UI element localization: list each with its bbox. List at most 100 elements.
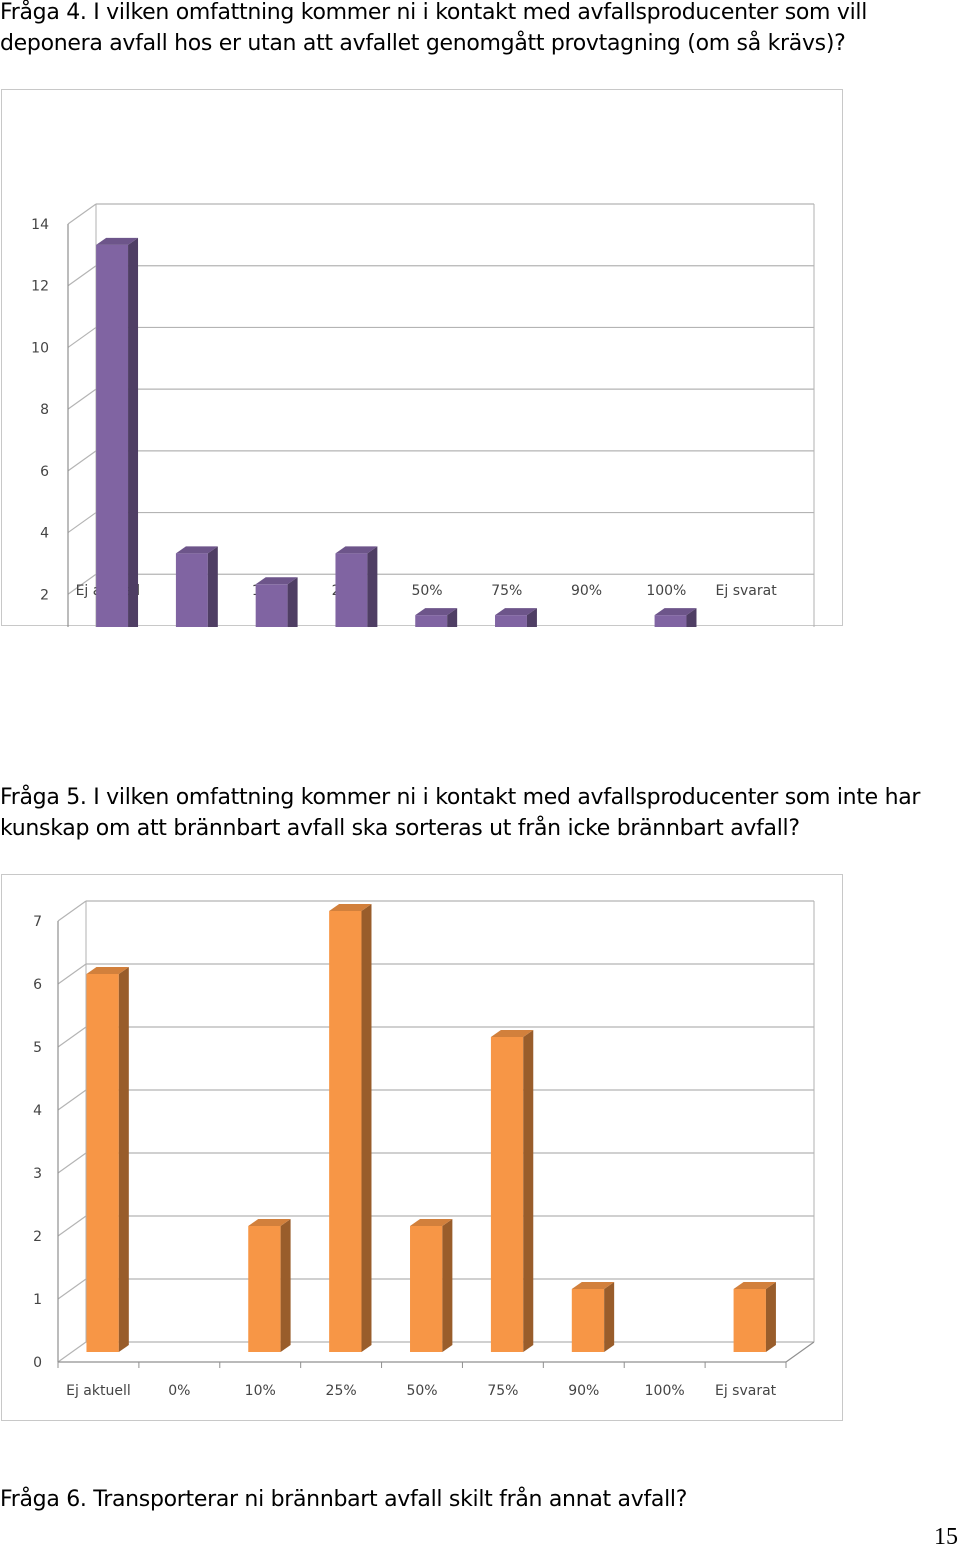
bar-side	[686, 608, 697, 627]
bar-top	[248, 1219, 291, 1226]
bar-side	[280, 1219, 291, 1352]
bar-front	[490, 1037, 524, 1352]
gridline-side	[57, 1089, 87, 1111]
bar-top	[335, 546, 378, 554]
bar	[495, 608, 537, 627]
x-category-label: 75%	[491, 583, 522, 599]
gridline-side	[67, 573, 97, 595]
gridline-side	[67, 388, 97, 410]
x-category-label: Ej svarat	[715, 1383, 777, 1399]
gridline-side	[67, 203, 97, 225]
y-tick-label: 6	[40, 464, 49, 480]
bar	[335, 546, 378, 627]
bar-top	[490, 1030, 534, 1037]
bar-top	[654, 608, 697, 616]
bar	[86, 967, 129, 1352]
x-category-label: 50%	[411, 583, 442, 599]
bar-top	[175, 546, 218, 554]
bar-side	[604, 1282, 615, 1352]
chart-plot: 02468101214Ej aktuell0%10%25%50%75%90%10…	[31, 203, 815, 627]
x-category-label: Ej svarat	[716, 583, 778, 599]
bar-front	[335, 553, 368, 627]
bar-side	[442, 1219, 453, 1352]
bar	[329, 904, 372, 1352]
y-tick-label: 7	[33, 914, 42, 930]
bar-front	[571, 1289, 605, 1352]
bar-front	[86, 974, 119, 1352]
x-category-label: 100%	[645, 1383, 685, 1399]
y-tick-label: 2	[33, 1229, 42, 1245]
gridline-side	[57, 1341, 87, 1363]
bar-top	[96, 237, 139, 245]
gridline-side	[57, 1215, 87, 1237]
gridline-side	[67, 326, 97, 348]
y-tick-label: 10	[31, 340, 49, 356]
bar	[415, 608, 458, 627]
question-4-text: Fråga 4. I vilken omfattning kommer ni i…	[0, 0, 868, 56]
bar-front	[96, 244, 129, 627]
y-tick-label: 14	[31, 217, 49, 233]
bar-side	[367, 546, 378, 627]
x-category-label: 75%	[487, 1383, 518, 1399]
bar-side	[128, 237, 139, 627]
bar-side	[447, 608, 458, 627]
bar-top	[329, 904, 372, 911]
bar-front	[255, 584, 288, 627]
page-number: 15	[934, 1524, 958, 1550]
bar	[654, 608, 697, 627]
chart-question-5: 0 1 2 3 4 5 6 7 Ej aktuell 0% 10% 25% 50% 75% 90% 100% E…	[1, 874, 843, 1421]
bar-front	[248, 1226, 281, 1352]
y-tick-label: 3	[33, 1166, 42, 1182]
x-category-label: 90%	[568, 1383, 599, 1399]
bar	[410, 1219, 453, 1352]
x-category-label: 25%	[326, 1383, 357, 1399]
bar-top	[495, 608, 537, 616]
y-tick-label: 6	[33, 977, 42, 993]
x-category-label: 50%	[406, 1383, 437, 1399]
bar-top	[86, 967, 129, 974]
y-tick-label: 5	[33, 1040, 42, 1056]
bar-top	[255, 577, 298, 585]
bar	[175, 546, 218, 627]
bar-side	[361, 904, 372, 1352]
y-tick-label: 2	[40, 587, 49, 603]
question-6-text: Fråga 6. Transporterar ni brännbart avfa…	[0, 1487, 688, 1512]
x-category-label: 10%	[245, 1383, 276, 1399]
bar-front	[415, 615, 448, 627]
bar-chart-question-5: 0 1 2 3 4 5 6 7 Ej aktuell 0% 10% 25% 50% 75% 90% 100% E…	[33, 900, 815, 1399]
bar	[255, 577, 298, 627]
gridline-side	[57, 1026, 87, 1048]
x-category-label: 100%	[646, 583, 686, 599]
bar-chart-question-4: 02468101214Ej aktuell0%10%25%50%75%90%10…	[31, 203, 815, 627]
chart-question-4: 02468101214Ej aktuell0%10%25%50%75%90%10…	[1, 89, 843, 627]
x-category-label: 0%	[168, 1383, 190, 1399]
gridline-side	[67, 450, 97, 472]
bar-front	[495, 615, 527, 627]
y-tick-label: 4	[33, 1103, 42, 1119]
x-category-label: Ej aktuell	[66, 1383, 131, 1399]
floor-right-edge	[785, 1341, 815, 1363]
y-tick-label: 12	[31, 279, 49, 295]
y-tick-label: 4	[40, 526, 49, 542]
bar-top	[415, 608, 458, 616]
chart-plot: 0 1 2 3 4 5 6 7 Ej aktuell 0% 10% 25% 50% 75% 90% 100% E…	[33, 900, 815, 1399]
gridline-side	[67, 512, 97, 534]
bar-side	[118, 967, 129, 1352]
question-5-text: Fråga 5. I vilken omfattning kommer ni i…	[0, 785, 921, 841]
bar	[490, 1030, 534, 1352]
bar	[96, 237, 139, 627]
bar-front	[329, 911, 362, 1352]
bar-side	[765, 1282, 776, 1352]
y-tick-label: 8	[40, 402, 49, 418]
gridline-side	[67, 265, 97, 287]
bar-top	[571, 1282, 615, 1289]
bar-top	[410, 1219, 453, 1226]
bar-front	[410, 1226, 443, 1352]
bar-side	[526, 608, 537, 627]
gridline-side	[57, 963, 87, 985]
bar-front	[733, 1289, 766, 1352]
bar-front	[654, 615, 687, 627]
y-tick-label: 0	[33, 1355, 42, 1371]
bar	[571, 1282, 615, 1352]
bar	[733, 1282, 776, 1352]
